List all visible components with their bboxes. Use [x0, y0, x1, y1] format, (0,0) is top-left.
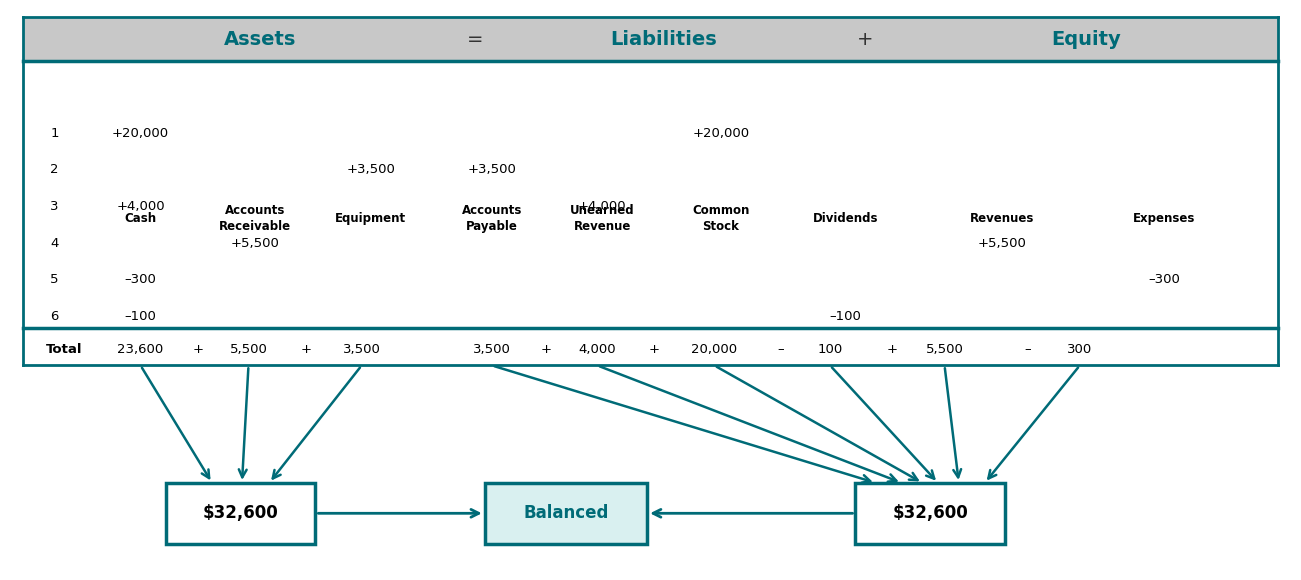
Bar [856, 483, 1004, 544]
Text: –300: –300 [125, 273, 156, 286]
Text: 2: 2 [51, 164, 59, 176]
Bar [23, 122, 1278, 328]
Text: Dividends: Dividends [813, 212, 878, 226]
Text: Equity: Equity [1051, 30, 1121, 49]
Text: Unearned
Revenue: Unearned Revenue [570, 205, 635, 233]
FancyArrowPatch shape [142, 368, 209, 478]
Text: +: + [887, 343, 898, 356]
Text: 3,500: 3,500 [472, 343, 511, 356]
Text: +20,000: +20,000 [692, 127, 749, 140]
Bar [23, 17, 1278, 61]
Text: +20,000: +20,000 [112, 127, 169, 140]
Text: 23,600: 23,600 [117, 343, 164, 356]
Text: –: – [1024, 343, 1032, 356]
Text: +5,500: +5,500 [977, 237, 1026, 249]
FancyArrowPatch shape [717, 367, 917, 480]
Text: 100: 100 [817, 343, 843, 356]
Text: 4: 4 [51, 237, 59, 249]
Text: –: – [777, 343, 785, 356]
Text: Assets: Assets [224, 30, 297, 49]
Text: +3,500: +3,500 [467, 164, 516, 176]
Bar [484, 483, 647, 544]
Text: Liabilities: Liabilities [610, 30, 717, 49]
Text: 300: 300 [1067, 343, 1093, 356]
Text: –100: –100 [125, 310, 156, 322]
Text: 1: 1 [51, 127, 59, 140]
Text: Total: Total [46, 343, 82, 356]
FancyArrowPatch shape [600, 367, 896, 481]
Text: +3,500: +3,500 [346, 164, 396, 176]
Text: 3: 3 [51, 200, 59, 213]
Text: Balanced: Balanced [523, 504, 609, 523]
Text: –100: –100 [830, 310, 861, 322]
FancyArrowPatch shape [273, 368, 360, 478]
Bar [23, 334, 1278, 365]
FancyArrowPatch shape [989, 368, 1079, 478]
Text: +: + [857, 30, 873, 49]
Bar [167, 483, 315, 544]
Text: Accounts
Payable: Accounts Payable [462, 205, 522, 233]
Text: 5,500: 5,500 [925, 343, 964, 356]
FancyArrowPatch shape [945, 368, 961, 477]
FancyArrowPatch shape [239, 368, 248, 477]
Text: Cash: Cash [125, 212, 156, 226]
Text: +5,500: +5,500 [230, 237, 280, 249]
Text: 20,000: 20,000 [691, 343, 738, 356]
Text: Revenues: Revenues [969, 212, 1034, 226]
Text: +: + [541, 343, 552, 356]
Text: $32,600: $32,600 [203, 504, 278, 523]
Text: +: + [301, 343, 311, 356]
FancyArrowPatch shape [494, 366, 870, 483]
Text: 5: 5 [51, 273, 59, 286]
Text: +4,000: +4,000 [116, 200, 165, 213]
Text: Common
Stock: Common Stock [692, 205, 749, 233]
Text: Equipment: Equipment [336, 212, 406, 226]
Text: –300: –300 [1149, 273, 1180, 286]
Text: 6: 6 [51, 310, 59, 322]
Text: 5,500: 5,500 [229, 343, 268, 356]
Text: Expenses: Expenses [1133, 212, 1196, 226]
Text: 3,500: 3,500 [342, 343, 381, 356]
Text: +: + [649, 343, 660, 356]
FancyArrowPatch shape [831, 368, 934, 478]
Text: +: + [193, 343, 203, 356]
Text: 4,000: 4,000 [579, 343, 615, 356]
Text: $32,600: $32,600 [892, 504, 968, 523]
Text: +4,000: +4,000 [578, 200, 627, 213]
Text: =: = [467, 30, 483, 49]
Text: Accounts
Receivable: Accounts Receivable [219, 205, 291, 233]
